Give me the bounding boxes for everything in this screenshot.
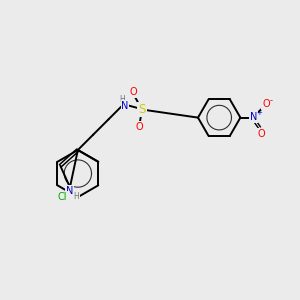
Text: S: S — [138, 103, 146, 116]
Text: H: H — [119, 95, 125, 104]
Text: O: O — [136, 122, 143, 132]
Text: +: + — [256, 110, 262, 116]
Text: O: O — [130, 87, 138, 97]
Text: O: O — [262, 99, 270, 110]
Text: N: N — [66, 186, 74, 196]
Text: O: O — [258, 128, 266, 139]
Text: N: N — [250, 112, 258, 122]
Text: -: - — [270, 96, 273, 105]
Text: Cl: Cl — [58, 192, 67, 202]
Text: H: H — [74, 192, 79, 201]
Text: N: N — [121, 100, 129, 110]
